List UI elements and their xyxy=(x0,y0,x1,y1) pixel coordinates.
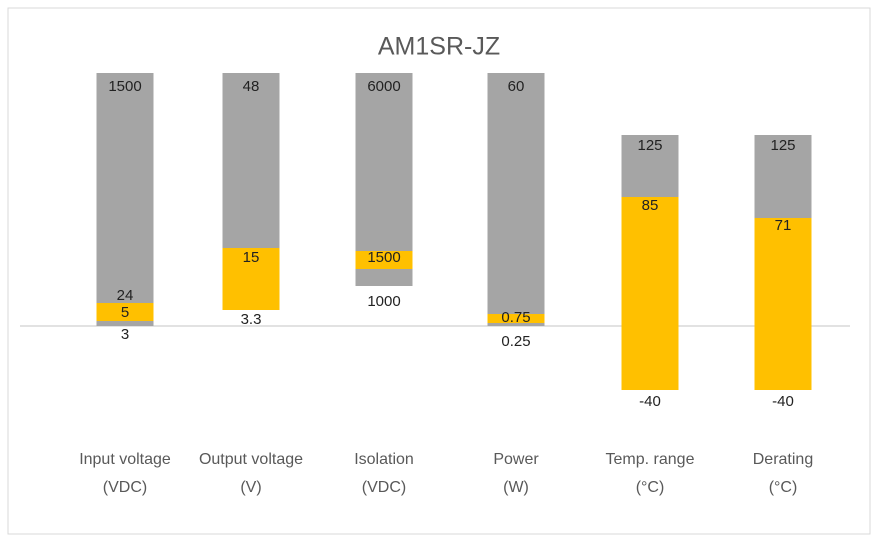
typical-bar xyxy=(754,218,812,390)
value-label: 3 xyxy=(121,326,129,343)
category-label: Input voltage xyxy=(79,451,171,468)
range-bar xyxy=(96,73,154,326)
category-label: Temp. range xyxy=(606,451,695,468)
value-label: 48 xyxy=(243,78,260,95)
value-label: 1500 xyxy=(367,249,400,266)
category-label: (°C) xyxy=(769,479,798,496)
value-label: 125 xyxy=(637,137,662,154)
value-label: 5 xyxy=(121,304,129,321)
value-label: 125 xyxy=(770,137,795,154)
typical-bar xyxy=(222,248,280,310)
category-label: Isolation xyxy=(354,451,414,468)
typical-bar xyxy=(355,251,413,269)
category-label: (VDC) xyxy=(103,479,147,496)
category-label: Output voltage xyxy=(199,451,303,468)
typical-bar xyxy=(621,197,679,390)
category-label: Power xyxy=(493,451,539,468)
value-label: -40 xyxy=(772,393,794,410)
category-label: (V) xyxy=(240,479,261,496)
value-label: 1500 xyxy=(108,78,141,95)
range-bar xyxy=(355,73,413,286)
value-label: 60 xyxy=(508,78,525,95)
value-label: 15 xyxy=(243,249,260,266)
value-label: -40 xyxy=(639,393,661,410)
typical-bar xyxy=(487,314,545,323)
category-label: Derating xyxy=(753,451,813,468)
value-label: 0.25 xyxy=(501,333,530,350)
value-label: 85 xyxy=(642,197,659,214)
category-label: (W) xyxy=(503,479,529,496)
value-label: 3.3 xyxy=(241,311,262,328)
category-label: (°C) xyxy=(636,479,665,496)
value-label: 0.75 xyxy=(501,309,530,326)
range-bar xyxy=(487,73,545,326)
value-label: 24 xyxy=(117,287,134,304)
value-label: 1000 xyxy=(367,293,400,310)
value-label: 71 xyxy=(775,217,792,234)
chart-title: AM1SR-JZ xyxy=(378,33,500,61)
value-label: 6000 xyxy=(367,78,400,95)
typical-bar xyxy=(96,303,154,321)
category-label: (VDC) xyxy=(362,479,406,496)
